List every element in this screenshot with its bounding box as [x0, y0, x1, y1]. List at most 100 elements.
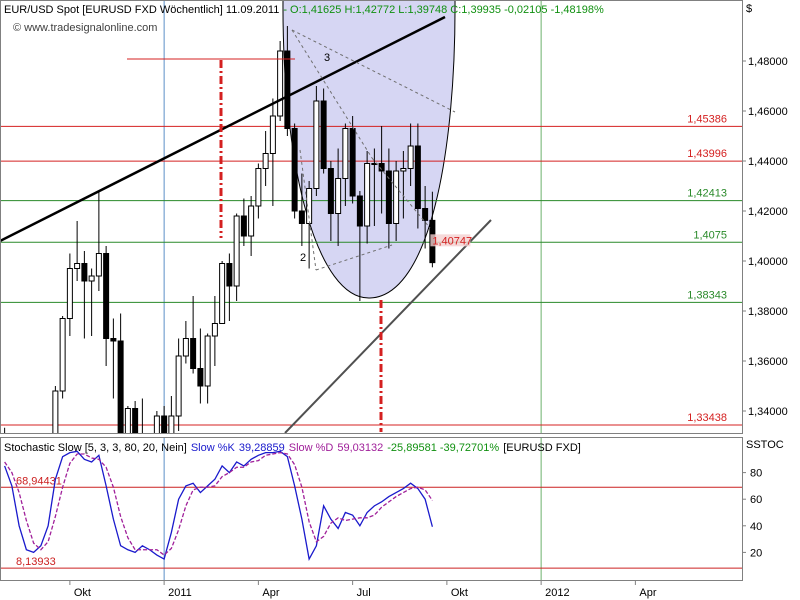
- x-tick-label: Apr: [639, 587, 656, 599]
- candle-body: [175, 355, 182, 417]
- candle-body: [211, 323, 218, 337]
- candle-body: [153, 415, 160, 433]
- level-label: 68,94431: [16, 475, 62, 487]
- legend-d: Slow %D: [289, 442, 334, 454]
- y-tick-label: 1,44000: [748, 156, 788, 168]
- wedge-line: [315, 244, 393, 271]
- candle-body: [393, 170, 400, 224]
- candle-body: [59, 318, 66, 392]
- y-tick-label: 40: [750, 521, 762, 533]
- wedge-line: [291, 29, 373, 159]
- candle-body: [52, 390, 59, 433]
- y-tick-label: 1,48000: [748, 56, 788, 68]
- candle-body: [168, 415, 175, 433]
- candle-body: [262, 153, 269, 169]
- stochastic: [1, 450, 742, 569]
- candle-body: [95, 253, 102, 277]
- axes: Okt 2011 Apr Jul Okt 2012 Apr 1,34000 1,36000 1,3…: [16, 56, 788, 599]
- levels: 1,45386 1,43996 1,42413 1,4075 1,38343 1,3343…: [1, 113, 742, 426]
- candle-body: [356, 195, 363, 227]
- candle-body: [407, 145, 414, 169]
- stoch-line: [4, 451, 433, 556]
- candle-body: [306, 188, 313, 224]
- annotation: 3: [324, 52, 330, 64]
- level-label: 1,4075: [693, 229, 727, 241]
- trendline: [284, 219, 492, 433]
- y-tick-label: 1,36000: [748, 356, 788, 368]
- candle-body: [422, 208, 429, 221]
- price-tag: 1,40747: [432, 235, 472, 247]
- stoch-title: Stochastic Slow [5, 3, 3, 80, 20, Nein]: [4, 442, 187, 454]
- candle-body: [110, 338, 117, 342]
- candle-body: [269, 115, 276, 154]
- candle-body: [335, 178, 342, 214]
- candle-body: [400, 168, 407, 172]
- candle-body: [66, 268, 73, 319]
- legend-k: Slow %K: [191, 442, 236, 454]
- candle-body: [219, 263, 226, 324]
- legend-d-value: 59,03132: [337, 442, 383, 454]
- candle-body: [313, 100, 320, 189]
- candle-body: [327, 168, 334, 214]
- y-tick-label: 80: [750, 468, 762, 480]
- level-label: 1,43996: [687, 148, 727, 160]
- y-tick-label: 1,46000: [748, 106, 788, 118]
- candle-body: [240, 215, 247, 237]
- candle-body: [81, 263, 88, 282]
- level-label: 1,33438: [687, 412, 727, 424]
- candle-body: [385, 170, 392, 224]
- candles: [4, 26, 436, 433]
- candle-body: [226, 263, 233, 287]
- header-title: EUR/USD Spot [EURUSD FXD Wöchentlich] 11…: [4, 4, 279, 16]
- candle-body: [255, 168, 262, 207]
- header: EUR/USD Spot [EURUSD FXD Wöchentlich] 11…: [4, 4, 604, 16]
- x-tick-label: 2012: [545, 587, 569, 599]
- x-tick-label: Apr: [262, 587, 279, 599]
- stoch-panel: [0, 437, 743, 581]
- candle-body: [364, 163, 371, 227]
- candle-body: [190, 338, 197, 369]
- x-tick-label: Okt: [451, 587, 468, 599]
- currency: $: [746, 3, 752, 15]
- candle-body: [182, 338, 189, 357]
- candle-body: [74, 263, 81, 269]
- legend-k-value: 39,28859: [239, 442, 285, 454]
- price-tag-bg: [430, 234, 471, 247]
- candle-body: [103, 253, 110, 339]
- candle-body: [161, 415, 168, 433]
- y-tick-label: 1,34000: [748, 406, 788, 418]
- watermark: © www.tradesignalonline.com: [13, 22, 157, 34]
- candle-body: [291, 128, 298, 212]
- candle-body: [342, 128, 349, 179]
- level-label: 1,38343: [687, 289, 727, 301]
- x-tick-label: Jul: [357, 587, 371, 599]
- candle-body: [320, 100, 327, 169]
- level-label: 1,42413: [687, 188, 727, 200]
- stoch-axis-label: SSTOC: [746, 439, 784, 451]
- candle-body: [349, 128, 356, 197]
- candle-body: [277, 50, 284, 117]
- candle-body: [204, 335, 211, 387]
- candle-body: [378, 163, 385, 172]
- stoch-line: [4, 450, 434, 561]
- candle-body: [117, 340, 124, 433]
- main-panel: [0, 0, 743, 434]
- candle-body: [248, 205, 255, 237]
- level-label: 8,13933: [16, 556, 56, 568]
- y-tick-label: 1,42000: [748, 206, 788, 218]
- wedge-line: [299, 149, 317, 271]
- annotation: 2: [300, 252, 306, 264]
- year-lines: [163, 1, 542, 580]
- candle-body: [124, 408, 131, 433]
- level-label: 1,45386: [687, 113, 727, 125]
- stoch-symbol: [EURUSD FXD]: [503, 442, 581, 454]
- candle-body: [284, 50, 291, 129]
- wedge-line: [291, 29, 456, 113]
- header-quote: - O:1,41625 H:1,42772 L:1,39748 C:1,3993…: [283, 4, 604, 16]
- candle-body: [233, 215, 240, 287]
- candle-body: [414, 145, 421, 209]
- y-tick-label: 1,40000: [748, 256, 788, 268]
- drawings: [1, 15, 492, 433]
